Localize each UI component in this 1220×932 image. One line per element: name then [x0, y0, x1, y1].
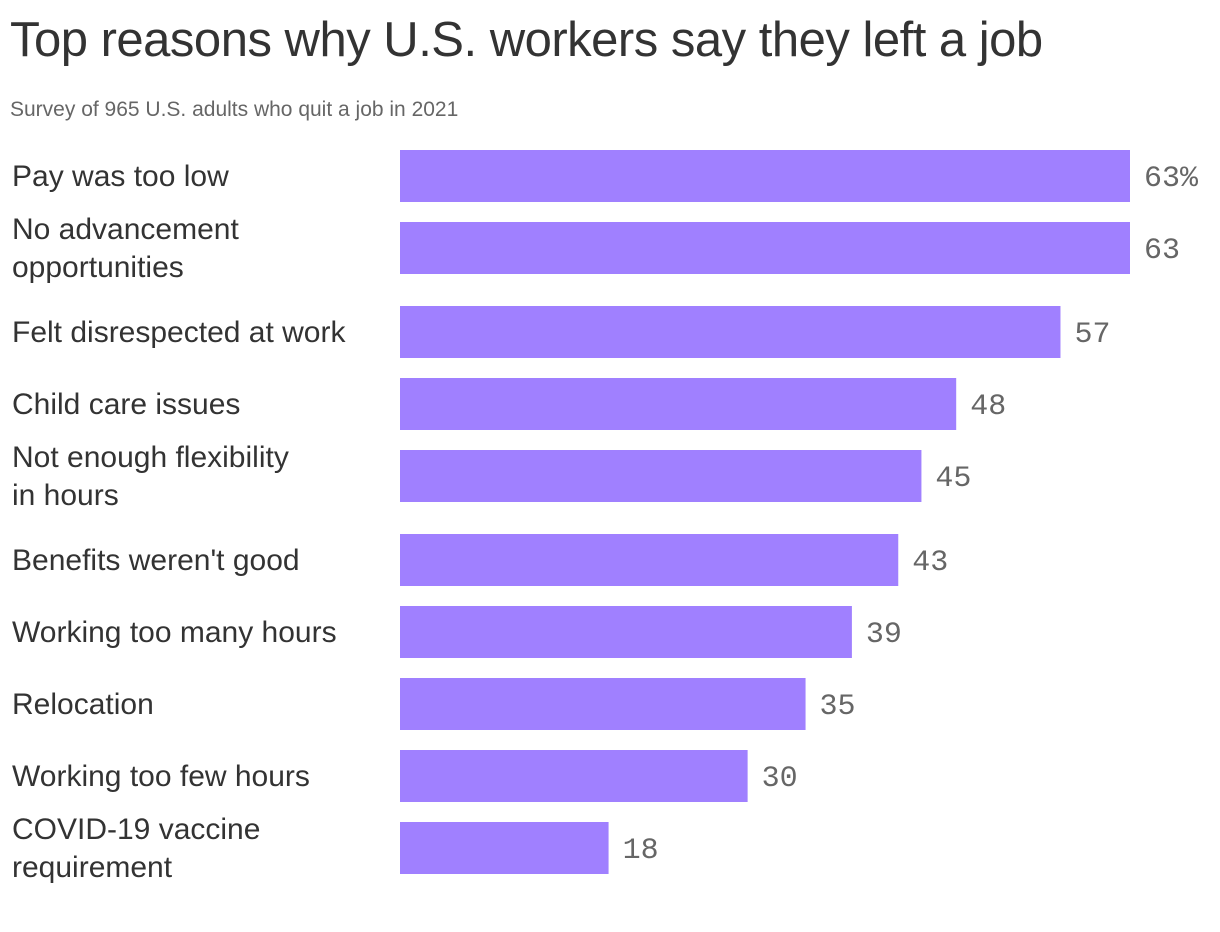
category-label-benefits-weren-t-good: Benefits weren't good — [12, 544, 300, 577]
bars-layer — [400, 150, 1130, 874]
chart-title: Top reasons why U.S. workers say they le… — [10, 13, 1043, 67]
value-label-working-too-many-hours: 39 — [866, 618, 902, 652]
bar-child-care-issues — [400, 378, 957, 430]
bar-relocation — [400, 678, 806, 730]
category-label-child-care-issues: Child care issues — [12, 388, 240, 421]
value-label-child-care-issues: 48 — [970, 390, 1006, 424]
category-label-pay-was-too-low: Pay was too low — [12, 160, 229, 193]
bar-felt-disrespected-at-work — [400, 306, 1061, 358]
bar-working-too-many-hours — [400, 606, 852, 658]
category-label-no-advancement-opportunities: No advancement opportunities — [12, 213, 239, 284]
category-label-covid-19-vaccine-requirement: COVID-19 vaccine requirement — [12, 813, 260, 884]
value-label-working-too-few-hours: 30 — [762, 762, 798, 796]
bar-no-advancement-opportunities — [400, 222, 1130, 274]
category-label-felt-disrespected-at-work: Felt disrespected at work — [12, 316, 346, 349]
value-label-benefits-weren-t-good: 43 — [912, 546, 948, 580]
bar-not-enough-flexibility-in-hours — [400, 450, 922, 502]
category-label-relocation: Relocation — [12, 688, 154, 721]
chart-subtitle: Survey of 965 U.S. adults who quit a job… — [10, 98, 459, 121]
category-labels: Pay was too low No advancement opportuniti… — [12, 160, 346, 884]
value-labels: 63% 63 57 48 45 43 39 35 30 18 — [623, 162, 1199, 868]
category-label-not-enough-flexibility-in-hours: Not enough flexibility in hours — [12, 441, 289, 512]
value-label-covid-19-vaccine-requirement: 18 — [623, 834, 659, 868]
value-label-felt-disrespected-at-work: 57 — [1074, 318, 1110, 352]
value-label-not-enough-flexibility-in-hours: 45 — [935, 462, 971, 496]
bar-covid-19-vaccine-requirement — [400, 822, 609, 874]
value-label-relocation: 35 — [820, 690, 856, 724]
category-label-working-too-many-hours: Working too many hours — [12, 616, 337, 649]
bar-pay-was-too-low — [400, 150, 1130, 202]
category-label-working-too-few-hours: Working too few hours — [12, 760, 310, 793]
bar-working-too-few-hours — [400, 750, 748, 802]
bar-benefits-weren-t-good — [400, 534, 899, 586]
value-label-pay-was-too-low: 63% — [1144, 162, 1199, 196]
value-label-no-advancement-opportunities: 63 — [1144, 234, 1180, 268]
